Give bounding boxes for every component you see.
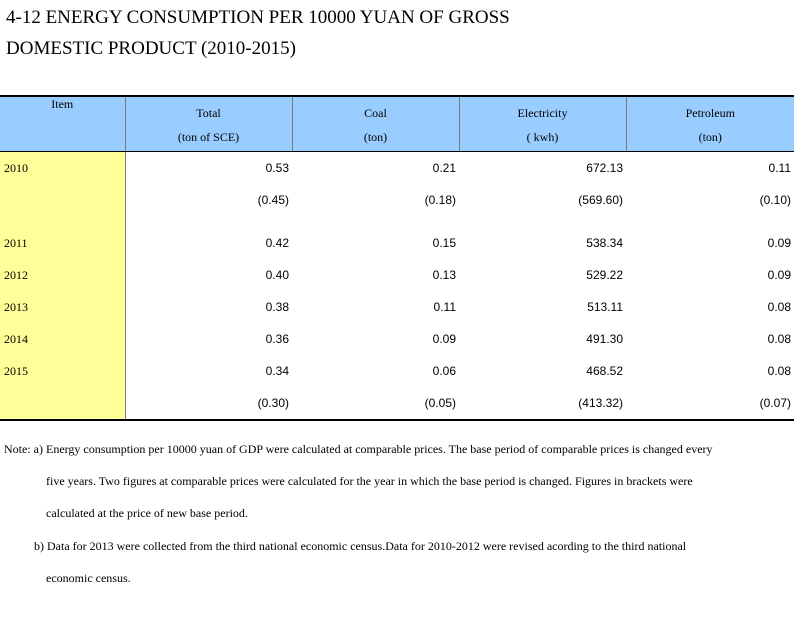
header-total-label: Total bbox=[196, 106, 221, 120]
year-cell-empty bbox=[0, 216, 126, 227]
table-row: 2011 0.42 0.15 538.34 0.09 bbox=[0, 227, 794, 259]
electricity-cell: 491.30 bbox=[586, 332, 623, 346]
electricity-cell: 513.11 bbox=[587, 300, 623, 314]
note-a-line-1: Note: a) Energy consumption per 10000 yu… bbox=[4, 442, 713, 456]
electricity-cell: 538.34 bbox=[586, 236, 623, 250]
header-total: Total (ton of SCE) bbox=[124, 95, 292, 152]
energy-consumption-table: Item Total (ton of SCE) Coal (ton) Electri… bbox=[0, 95, 794, 421]
spacer-cell bbox=[459, 216, 626, 227]
header-electricity: Electricity ( kwh) bbox=[458, 95, 626, 152]
total-cell: 0.38 bbox=[265, 300, 289, 314]
year-cell: 2010 bbox=[0, 151, 126, 184]
header-electricity-unit: ( kwh) bbox=[526, 130, 559, 144]
header-petroleum-label: Petroleum bbox=[685, 106, 735, 120]
header-electricity-label: Electricity bbox=[517, 106, 568, 120]
note-a-line-2: five years. Two figures at comparable pr… bbox=[46, 474, 693, 488]
table-row: 2015 0.34 0.06 468.52 0.08 bbox=[0, 355, 794, 387]
year-cell: 2012 bbox=[0, 259, 126, 291]
table-row: 2014 0.36 0.09 491.30 0.08 bbox=[0, 323, 794, 355]
coal-cell: 0.21 bbox=[432, 161, 456, 175]
table-row: 2012 0.40 0.13 529.22 0.09 bbox=[0, 259, 794, 291]
note-a-line-3: calculated at the price of new base peri… bbox=[46, 506, 248, 520]
coal-cell: (0.05) bbox=[292, 387, 459, 421]
year-cell: 2013 bbox=[0, 291, 126, 323]
petroleum-cell: 0.09 bbox=[767, 268, 791, 282]
coal-cell: 0.13 bbox=[432, 268, 456, 282]
year-cell: 2011 bbox=[0, 227, 126, 259]
year-cell bbox=[0, 184, 126, 216]
petroleum-cell: 0.08 bbox=[767, 364, 791, 378]
header-petroleum-unit: (ton) bbox=[698, 130, 722, 144]
header-item-label: Item bbox=[51, 97, 74, 111]
coal-cell: 0.11 bbox=[433, 300, 456, 314]
total-cell: (0.30) bbox=[125, 387, 292, 421]
electricity-cell: (569.60) bbox=[578, 193, 623, 207]
petroleum-cell: (0.10) bbox=[759, 193, 791, 207]
year-cell: 2015 bbox=[0, 355, 126, 387]
table-row: (0.30) (0.05) (413.32) (0.07) bbox=[0, 387, 794, 421]
table-row: 2010 0.53 0.21 672.13 0.11 bbox=[0, 151, 794, 184]
petroleum-cell: 0.08 bbox=[767, 300, 791, 314]
spacer-row bbox=[0, 216, 794, 227]
header-coal-unit: (ton) bbox=[363, 130, 388, 144]
petroleum-cell: (0.07) bbox=[626, 387, 794, 421]
coal-cell: (0.18) bbox=[424, 193, 456, 207]
total-cell: 0.36 bbox=[265, 332, 289, 346]
petroleum-cell: 0.08 bbox=[767, 332, 791, 346]
total-cell: (0.45) bbox=[257, 193, 289, 207]
coal-cell: 0.09 bbox=[432, 332, 456, 346]
page-title-line-1: 4-12 ENERGY CONSUMPTION PER 10000 YUAN O… bbox=[6, 7, 510, 28]
total-cell: 0.40 bbox=[265, 268, 289, 282]
table-header-row: Item Total (ton of SCE) Coal (ton) Electri… bbox=[0, 95, 794, 152]
petroleum-cell: 0.09 bbox=[767, 236, 791, 250]
petroleum-cell: 0.11 bbox=[768, 161, 791, 175]
header-coal-label: Coal bbox=[364, 106, 387, 120]
electricity-cell: 468.52 bbox=[586, 364, 623, 378]
coal-cell: 0.15 bbox=[432, 236, 456, 250]
note-b-line-1: b) Data for 2013 were collected from the… bbox=[34, 539, 687, 553]
year-cell: 2014 bbox=[0, 323, 126, 355]
total-cell: 0.42 bbox=[265, 236, 289, 250]
header-petroleum: Petroleum (ton) bbox=[625, 95, 794, 152]
electricity-cell: 672.13 bbox=[586, 161, 623, 175]
spacer-cell bbox=[626, 216, 794, 227]
electricity-cell: 529.22 bbox=[586, 268, 623, 282]
header-coal: Coal (ton) bbox=[291, 95, 459, 152]
spacer-cell bbox=[125, 216, 292, 227]
note-b-line-2: economic census. bbox=[46, 571, 131, 585]
header-total-unit: (ton of SCE) bbox=[177, 130, 240, 144]
page-title-line-2: DOMESTIC PRODUCT (2010-2015) bbox=[6, 38, 296, 59]
year-cell bbox=[0, 387, 126, 421]
table-row: 2013 0.38 0.11 513.11 0.08 bbox=[0, 291, 794, 323]
spacer-cell bbox=[292, 216, 459, 227]
electricity-cell: (413.32) bbox=[459, 387, 626, 421]
total-cell: 0.53 bbox=[265, 161, 289, 175]
coal-cell: 0.06 bbox=[432, 364, 456, 378]
table-row: (0.45) (0.18) (569.60) (0.10) bbox=[0, 184, 794, 216]
total-cell: 0.34 bbox=[265, 364, 289, 378]
header-item: Item bbox=[0, 95, 125, 152]
